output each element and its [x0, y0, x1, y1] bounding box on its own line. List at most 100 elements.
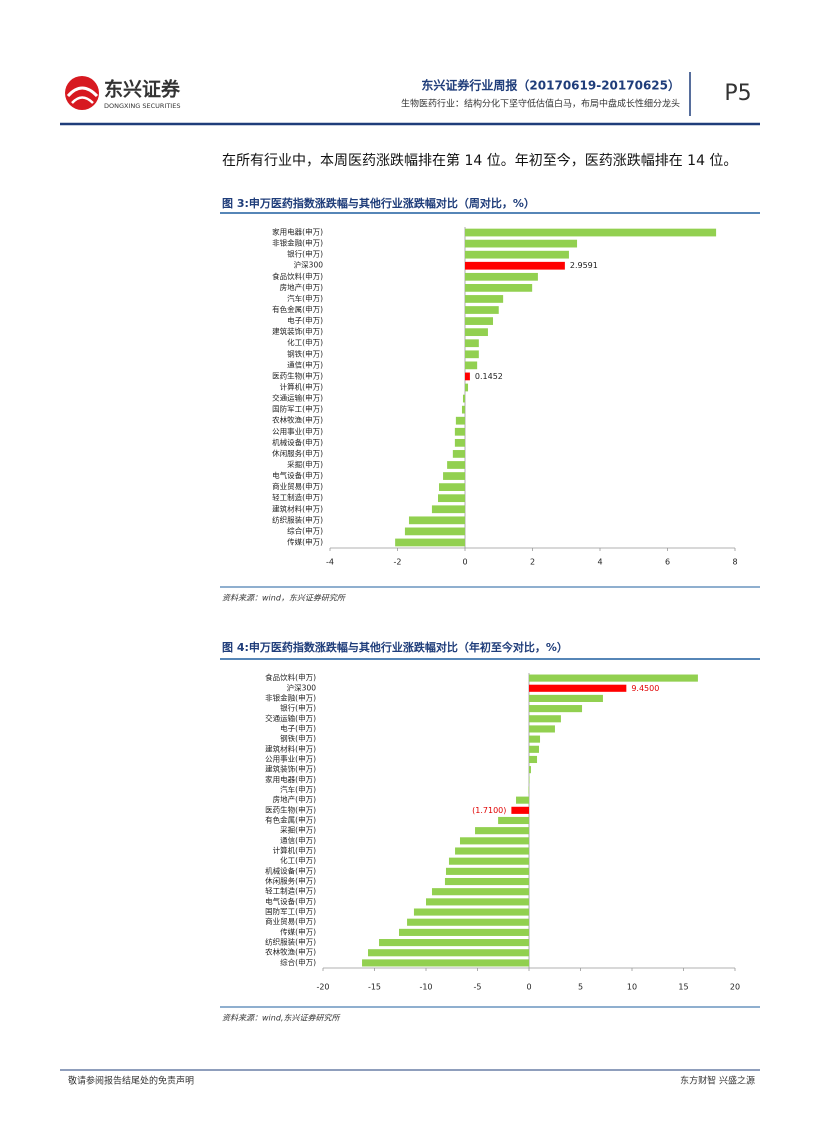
logo-subtext: DONGXING SECURITIES	[104, 102, 180, 110]
figure-source: 资料来源：wind，东兴证券研究所	[222, 594, 347, 603]
bar	[465, 383, 469, 392]
bar	[529, 694, 603, 702]
bar	[413, 908, 529, 916]
x-tick-label: 6	[665, 558, 670, 567]
figure-title: 图 3:申万医药指数涨跌幅与其他行业涨跌幅对比（周对比，%）	[222, 196, 535, 210]
bar	[529, 745, 539, 753]
bar	[475, 827, 529, 835]
bar	[529, 674, 698, 682]
category-label: 计算机(申万)	[280, 382, 323, 392]
bar	[438, 494, 465, 503]
category-label: 钢铁(申万)	[287, 348, 323, 358]
x-tick-label: -15	[368, 983, 381, 992]
category-label: 建筑装饰(申万)	[265, 764, 316, 774]
logo-text: 东兴证券	[104, 78, 181, 101]
x-tick-label: 5	[578, 983, 583, 992]
bar	[465, 339, 479, 348]
category-label: 沪深300	[294, 260, 324, 270]
bar	[431, 505, 465, 514]
bar	[447, 461, 465, 469]
category-label: 家用电器(申万)	[272, 227, 323, 237]
category-label: 家用电器(申万)	[265, 774, 316, 784]
bar	[529, 735, 541, 743]
category-label: 银行(申万)	[287, 249, 323, 259]
category-label: 轻工制造(申万)	[272, 492, 323, 502]
category-label: 商业贸易(申万)	[272, 481, 323, 491]
bar	[465, 306, 499, 314]
bar	[529, 684, 627, 692]
bar	[448, 857, 529, 865]
bar	[511, 806, 529, 814]
bar	[465, 228, 717, 237]
bar	[529, 776, 530, 784]
category-label: 纺织服装(申万)	[265, 937, 316, 947]
category-label: 化工(申万)	[287, 337, 323, 347]
category-label: 综合(申万)	[287, 525, 323, 535]
bar	[439, 483, 465, 491]
category-label: 建筑材料(申万)	[272, 503, 323, 513]
x-tick-label: 0	[526, 983, 531, 992]
category-label: 非银金融(申万)	[265, 692, 316, 702]
bar	[455, 847, 529, 855]
bar	[529, 705, 583, 713]
category-label: 银行(申万)	[280, 703, 316, 713]
bar	[465, 272, 538, 281]
category-label: 农林牧渔(申万)	[272, 415, 323, 425]
bar	[462, 394, 465, 403]
x-tick-label: 10	[627, 983, 637, 992]
x-tick-label: 2	[530, 558, 535, 567]
page-number: P5	[724, 81, 751, 106]
value-label: 9.4500	[631, 684, 659, 693]
category-label: 非银金融(申万)	[272, 238, 323, 248]
category-label: 交通运输(申万)	[265, 713, 316, 723]
bar	[444, 877, 529, 886]
category-label: 建筑材料(申万)	[265, 743, 316, 753]
figure-title: 图 4:申万医药指数涨跌幅与其他行业涨跌幅对比（年初至今对比，%）	[222, 640, 568, 654]
bar	[399, 928, 529, 936]
category-label: 公用事业(申万)	[265, 753, 316, 763]
category-label: 公用事业(申万)	[272, 426, 323, 436]
bar	[465, 239, 578, 248]
category-label: 计算机(申万)	[273, 845, 316, 855]
bar	[443, 472, 465, 480]
bar	[529, 725, 555, 733]
bar	[529, 766, 531, 774]
category-label: 电气设备(申万)	[265, 896, 316, 906]
bar	[498, 816, 529, 825]
category-label: 采掘(申万)	[280, 825, 316, 835]
bar	[528, 786, 529, 794]
x-tick-label: -5	[474, 983, 482, 992]
category-label: 汽车(申万)	[280, 784, 316, 794]
bar	[379, 939, 529, 947]
category-label: 医药生物(申万)	[265, 804, 316, 814]
category-label: 有色金属(申万)	[265, 815, 316, 825]
category-label: 通信(申万)	[287, 359, 323, 369]
category-label: 化工(申万)	[280, 855, 316, 865]
category-label: 电子(申万)	[280, 723, 316, 733]
category-label: 钢铁(申万)	[280, 733, 316, 743]
x-tick-label: -20	[316, 983, 329, 992]
category-label: 汽车(申万)	[287, 293, 323, 303]
x-tick-label: 0	[462, 558, 467, 567]
category-label: 房地产(申万)	[280, 282, 323, 292]
bar	[465, 284, 533, 292]
x-tick-label: 15	[678, 983, 688, 992]
x-tick-label: 8	[732, 558, 737, 567]
bar	[465, 372, 470, 381]
bar	[454, 427, 465, 436]
report-subtitle: 生物医药行业：结构分化下坚守低估值白马，布局中盘成长性细分龙头	[401, 98, 680, 110]
category-label: 食品饮料(申万)	[265, 672, 316, 682]
category-label: 休闲服务(申万)	[265, 876, 316, 886]
category-label: 机械设备(申万)	[272, 437, 323, 447]
logo-icon	[65, 76, 99, 110]
category-label: 传媒(申万)	[287, 536, 323, 546]
bar	[465, 361, 478, 370]
category-label: 沪深300	[287, 682, 317, 692]
bar	[529, 715, 561, 723]
figure-source: 资料来源：wind,东兴证券研究所	[222, 1014, 341, 1023]
category-label: 食品饮料(申万)	[272, 271, 323, 281]
bar	[459, 837, 529, 845]
bar	[445, 867, 529, 875]
bar	[407, 918, 529, 926]
bar	[455, 416, 465, 425]
